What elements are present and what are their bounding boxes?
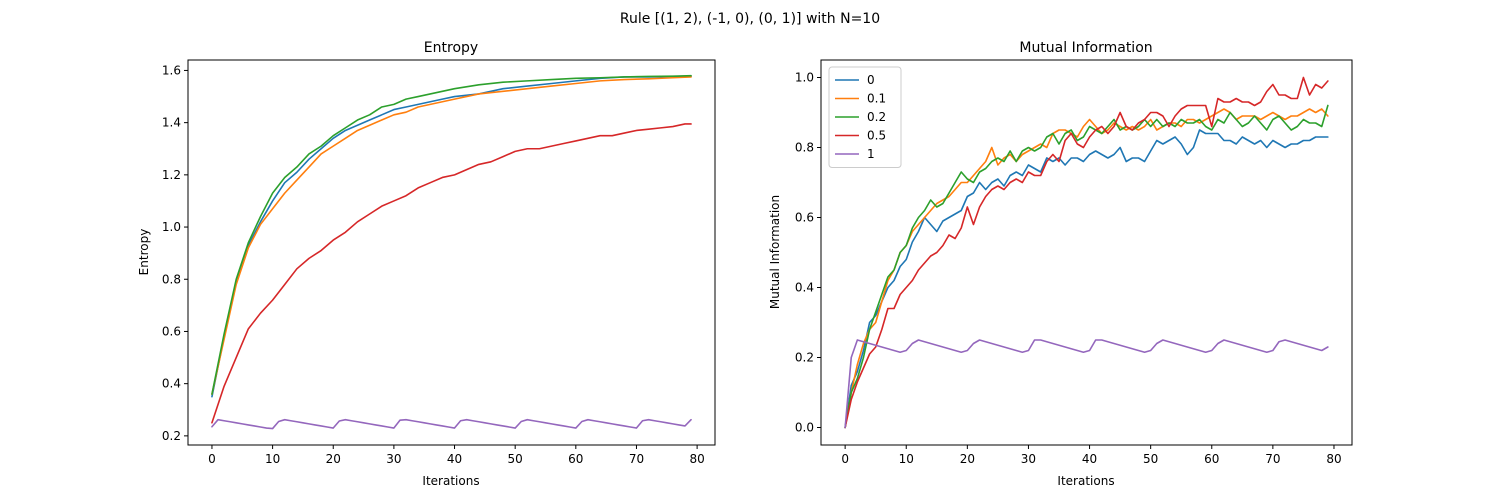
entropy-xlabel: Iterations [422, 474, 479, 488]
legend-label: 0 [867, 73, 875, 87]
mutual-information-xtick-label: 20 [960, 452, 975, 466]
mutual-information-series-line-1 [844, 108, 1329, 429]
mutual-information-panel: Mutual Information 0 10 20 30 40 50 60 70 800.00… [768, 40, 1353, 488]
mutual-information-series-line-4 [844, 339, 1329, 429]
entropy-xtick-label: 20 [326, 452, 341, 466]
legend-label: 1 [867, 147, 875, 161]
entropy-xtick-label: 0 [208, 452, 216, 466]
legend-label: 0.5 [867, 129, 886, 143]
entropy-panel: Entropy 0 10 20 30 40 50 60 70 80 0.2 0.4 0.6 0.8 1.0… [137, 40, 716, 488]
entropy-ytick-label: 0.4 [162, 377, 181, 391]
entropy-series-line-3 [211, 123, 692, 424]
mutual-information-ytick-label: 0.8 [795, 141, 814, 155]
entropy-xtick-label: 60 [568, 452, 583, 466]
legend-label: 0.2 [867, 110, 886, 124]
mutual-information-ytick-label: 1.0 [795, 71, 814, 85]
entropy-ytick-label: 0.8 [162, 272, 181, 286]
entropy-xtick-label: 10 [265, 452, 280, 466]
mutual-information-ytick-label: 0.6 [795, 211, 814, 225]
mutual-information-series-line-2 [844, 104, 1329, 429]
mutual-information-series-line-0 [844, 129, 1329, 429]
mutual-information-xtick-label: 30 [1021, 452, 1036, 466]
entropy-ytick-label: 1.6 [162, 63, 181, 77]
mutual-information-ytick-label: 0.0 [795, 421, 814, 435]
mutual-information-ytick-label: 0.2 [795, 351, 814, 365]
entropy-axes-frame [187, 59, 716, 446]
entropy-ytick-label: 1.4 [162, 116, 181, 130]
entropy-xtick-label: 40 [447, 452, 462, 466]
legend-box [828, 66, 902, 168]
entropy-xtick-label: 50 [508, 452, 523, 466]
entropy-title: Entropy [424, 40, 478, 56]
entropy-ytick-label: 1.0 [162, 220, 181, 234]
mutual-information-xlabel: Iterations [1057, 474, 1114, 488]
mutual-information-xtick-label: 40 [1082, 452, 1097, 466]
mutual-information-xtick-label: 60 [1204, 452, 1219, 466]
entropy-xtick-label: 80 [689, 452, 704, 466]
mutual-information-title: Mutual Information [1019, 40, 1152, 56]
mutual-information-xtick-label: 80 [1326, 452, 1341, 466]
entropy-xtick-label: 70 [629, 452, 644, 466]
entropy-ylabel: Entropy [137, 229, 151, 276]
entropy-series-line-4 [211, 418, 692, 430]
entropy-xtick-label: 30 [386, 452, 401, 466]
legend: 0 0.1 0.2 0.5 1 [828, 66, 902, 168]
entropy-ytick-label: 1.2 [162, 168, 181, 182]
mutual-information-ylabel: Mutual Information [768, 195, 782, 309]
mutual-information-xtick-label: 50 [1143, 452, 1158, 466]
mutual-information-series-line-3 [844, 76, 1329, 429]
figure-suptitle: Rule [(1, 2), (-1, 0), (0, 1)] with N=10 [620, 11, 880, 27]
mutual-information-xtick-label: 0 [841, 452, 849, 466]
mutual-information-ytick-label: 0.4 [795, 281, 814, 295]
mutual-information-axes-frame [820, 59, 1353, 446]
legend-label: 0.1 [867, 92, 886, 106]
entropy-series-line-0 [211, 75, 692, 398]
entropy-series-line-1 [211, 76, 692, 395]
entropy-series-line-2 [211, 74, 692, 395]
entropy-ytick-label: 0.6 [162, 324, 181, 338]
entropy-ytick-label: 0.2 [162, 429, 181, 443]
mutual-information-xtick-label: 70 [1265, 452, 1280, 466]
mutual-information-xtick-label: 10 [899, 452, 914, 466]
